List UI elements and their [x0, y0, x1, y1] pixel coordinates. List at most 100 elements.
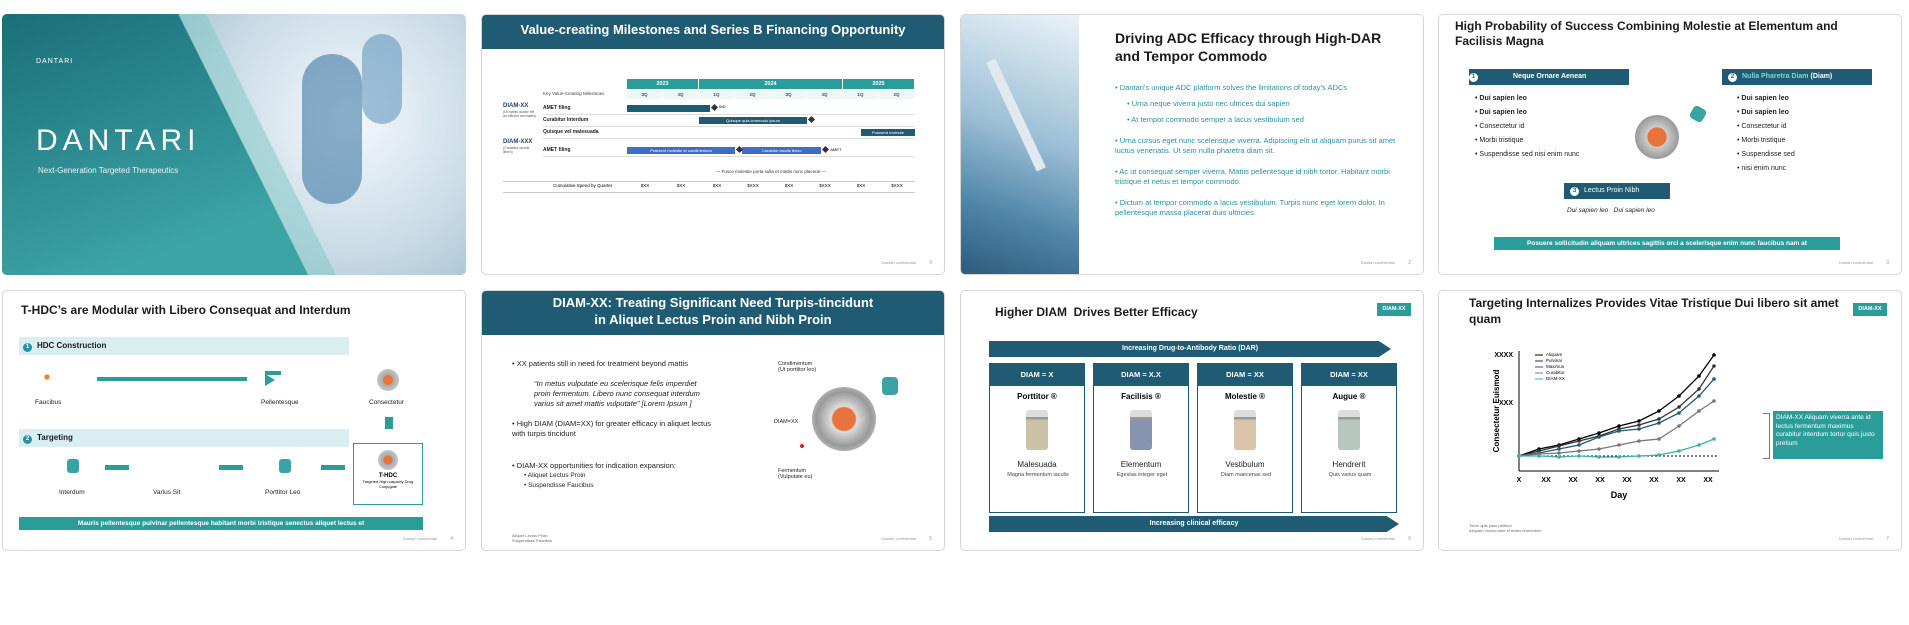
text: HDC Construction — [37, 341, 107, 350]
name: Hendrerit — [1332, 460, 1366, 469]
program: DIAM-XXX — [503, 139, 533, 145]
spend: $XX — [712, 183, 722, 188]
text: Ac ut consequat semper viverra. Mattis p… — [1115, 167, 1390, 186]
bracket — [1763, 413, 1770, 459]
text: Urna cursus eget nunc scelerisque viverr… — [1115, 136, 1396, 155]
column-head: DIAM = XX — [1198, 364, 1292, 386]
section: 1 HDC Construction — [19, 337, 349, 355]
icon — [41, 371, 53, 383]
element: • Suspendisse Faucibus — [524, 482, 594, 489]
x-tick-label: X — [1517, 477, 1522, 484]
marker — [1637, 427, 1641, 431]
spend: $XXX — [819, 183, 831, 188]
marker — [1597, 431, 1601, 435]
scientist-figure — [362, 34, 402, 124]
row-line — [543, 114, 915, 115]
text: Nulla Pharetra Diam — [1742, 73, 1809, 80]
title: Value-creating Milestones and Series B F… — [482, 15, 944, 49]
element: • Urna cursus eget nunc scelerisque vive… — [1115, 136, 1396, 155]
column-head: DIAM = XX — [1302, 364, 1396, 386]
marker — [1537, 454, 1541, 458]
list: • Dui sapien leo • Dui sapien leo • Consec… — [1475, 95, 1579, 165]
quarter: 2Q — [735, 90, 770, 99]
marker — [1617, 424, 1621, 428]
timeline-bar: Quisque quis commodo ipsum — [699, 117, 807, 124]
legend-label: Pulvinar — [1546, 358, 1563, 363]
spend: $XX — [640, 183, 650, 188]
marker — [1557, 455, 1561, 459]
page-number: 5 — [929, 536, 932, 542]
text: Suspendisse sed nisi enim nunc — [1479, 151, 1580, 158]
footer: Dantari confidential — [1838, 536, 1873, 541]
marker — [1677, 405, 1681, 409]
slide-internalization: Targeting Internalizes Provides Vitae Tr… — [1438, 290, 1902, 551]
marker — [1677, 394, 1681, 398]
note: — Fusce molestie porta sulla et mattis n… — [715, 169, 827, 174]
element: • Dictum at tempor commodo a lacus vesti… — [1115, 198, 1385, 217]
antibody — [1688, 104, 1708, 124]
program-note: (Ut mattis auctor elit ac efficitur dui … — [503, 110, 537, 118]
box-header: 3 Lectus Proin Nibh — [1564, 183, 1670, 199]
label: Fermentum (Vulputate eu) — [778, 468, 812, 480]
text: Targeting — [37, 433, 73, 442]
page-number: 7 — [1886, 536, 1889, 542]
scientist-figure — [302, 54, 362, 204]
text: Condimentum — [778, 361, 813, 367]
antibody — [67, 459, 79, 473]
spend-row — [503, 181, 915, 193]
row-line — [543, 126, 915, 127]
row-label: AMET filing — [543, 147, 571, 153]
marker — [1617, 429, 1621, 433]
vial — [1026, 410, 1048, 450]
column-head: DIAM = X — [990, 364, 1084, 386]
marker — [1712, 377, 1716, 381]
marker — [1657, 409, 1661, 413]
marker — [1657, 453, 1661, 457]
element: • Aliquet Lectus Proin — [524, 472, 586, 479]
marker — [1712, 353, 1716, 357]
text: Dantari’s unique ADC platform solves the… — [1119, 83, 1348, 92]
page-number: 4 — [450, 536, 453, 542]
x-tick-label: XX — [1568, 477, 1578, 484]
text: Neque Ornare Aenean — [1513, 73, 1587, 80]
particle — [377, 369, 399, 391]
y-axis-label: Consectetur Euismod — [1492, 370, 1501, 453]
quarter: 3Q — [771, 90, 806, 99]
marker — [1697, 394, 1701, 398]
y-tick-label: XXX — [1499, 400, 1513, 407]
marker — [1712, 437, 1716, 441]
text: Morbi tristique — [1479, 137, 1524, 144]
text: Tortor quis justo pretium — [1469, 523, 1512, 528]
slide-diam: DIAM-XX: Treating Significant Need Turpi… — [481, 290, 945, 551]
element: • High DIAM (DIAM=XX) for greater effica… — [512, 419, 712, 438]
legend-label: Curabitur — [1546, 370, 1565, 375]
element: • Dui sapien leo — [1737, 109, 1789, 116]
text: Dui sapien leo — [1479, 95, 1527, 102]
title: DANTARI — [36, 124, 201, 157]
text: Aliquet Lectus Proin — [527, 472, 586, 479]
slide-title: DANTARI DANTARI Next-Generation Targeted… — [2, 14, 466, 275]
spend: $XXX — [891, 183, 903, 188]
x-tick-label: XX — [1703, 477, 1713, 484]
footnotes: Aliquet Lectus Proin Suspendisse Faucibus — [512, 533, 552, 543]
caption: Dui sapien leo Dui sapien leo — [1567, 207, 1655, 214]
marker — [1557, 444, 1561, 448]
spend: $XX — [784, 183, 794, 188]
legend-label: Aliquam — [1546, 352, 1563, 357]
antibody — [279, 459, 291, 473]
element: • Consectetur id — [1475, 123, 1525, 130]
footer: Dantari confidential — [1838, 260, 1873, 265]
program: DIAM-XX — [503, 103, 529, 109]
arrow-head — [265, 374, 275, 386]
bullets: • Dantari’s unique ADC platform solves t… — [1115, 83, 1405, 218]
element: • XX patients still in need for treatmen… — [512, 359, 689, 368]
milestone-label: AMET — [830, 147, 842, 152]
text: 2 — [1728, 73, 1737, 82]
marker — [1577, 443, 1581, 447]
page-number: 3 — [1886, 260, 1889, 266]
legend-label: Maximus — [1546, 364, 1565, 369]
spend-label: Cumulative Spend by Quarter — [553, 183, 613, 188]
lab-image — [961, 15, 1079, 274]
